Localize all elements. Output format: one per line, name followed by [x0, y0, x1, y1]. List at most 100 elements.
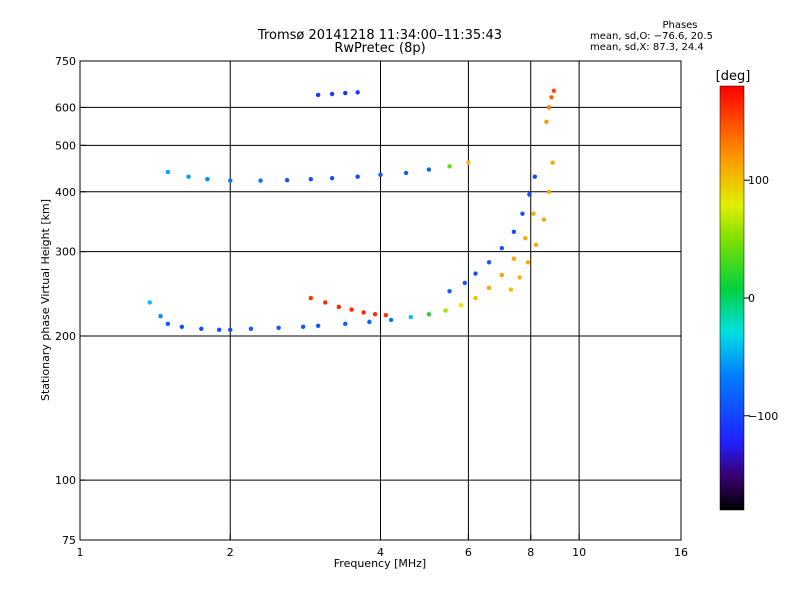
- data-point: [544, 119, 549, 124]
- data-point: [550, 160, 555, 165]
- colorbar-unit-label: [deg]: [716, 69, 751, 84]
- data-point: [315, 92, 321, 98]
- data-point: [343, 321, 348, 327]
- data-point: [499, 272, 505, 278]
- data-point: [300, 324, 306, 330]
- data-point: [551, 88, 557, 93]
- x-tick-label: 2: [227, 546, 234, 559]
- data-point: [367, 319, 372, 325]
- data-point: [462, 280, 467, 286]
- y-axis-label: Stationary phase Virtual Height [km]: [39, 199, 52, 401]
- data-point: [533, 242, 539, 247]
- chart-title: Tromsø 20141218 11:34:00–11:35:43: [257, 28, 503, 43]
- colorbar-tick-label: 100: [748, 174, 769, 187]
- data-point: [248, 326, 254, 332]
- data-point: [511, 256, 517, 261]
- data-point: [426, 167, 432, 172]
- data-point: [486, 260, 492, 265]
- data-point: [179, 324, 185, 330]
- data-point: [284, 177, 290, 183]
- data-point: [517, 275, 522, 280]
- y-tick-label: 75: [62, 534, 76, 547]
- data-point: [308, 176, 313, 182]
- phases-label: Phases: [662, 20, 698, 31]
- chart-subtitle: RwPretec (8p): [334, 41, 426, 56]
- x-tick-label: 6: [465, 546, 472, 559]
- y-tick-label: 100: [55, 474, 76, 487]
- x-tick-label: 10: [572, 546, 586, 559]
- data-point: [546, 105, 552, 110]
- data-point: [329, 175, 335, 181]
- data-point: [499, 245, 505, 251]
- y-tick-label: 200: [55, 330, 76, 343]
- data-point: [443, 308, 448, 313]
- x-tick-label: 8: [527, 546, 534, 559]
- data-point: [355, 174, 360, 179]
- data-points: [147, 88, 557, 333]
- x-axis-label: Frequency [MHz]: [334, 557, 426, 570]
- axis-ticks: 1 2 4 6 8 10 16 75 100 200 300 400 500 600 750: [55, 55, 688, 559]
- x-tick-label: 16: [674, 546, 688, 559]
- phases-o-line: mean, sd,O: −76.6, 20.5: [590, 31, 713, 42]
- data-point: [228, 178, 233, 183]
- data-point: [158, 313, 163, 319]
- x-tick-label: 1: [77, 546, 84, 559]
- data-point: [527, 192, 532, 197]
- data-point: [532, 174, 537, 179]
- colorbar-tick-label: −100: [748, 410, 778, 423]
- data-point: [383, 312, 389, 318]
- data-point: [205, 176, 210, 182]
- data-point: [186, 174, 191, 179]
- data-point: [408, 314, 413, 320]
- data-point: [447, 289, 452, 294]
- data-point: [403, 170, 409, 176]
- data-point: [165, 321, 171, 327]
- data-point: [165, 169, 171, 175]
- data-point: [372, 312, 378, 317]
- data-point: [473, 295, 478, 301]
- data-point: [458, 302, 464, 308]
- data-point: [361, 310, 366, 315]
- data-point: [308, 295, 313, 301]
- x-tick-label: 4: [377, 546, 384, 559]
- phases-summary: Phases mean, sd,O: −76.6, 20.5 mean, sd,…: [590, 20, 740, 53]
- data-point: [329, 91, 335, 97]
- data-point: [523, 235, 528, 241]
- data-point: [199, 326, 204, 332]
- data-point: [258, 178, 263, 183]
- y-tick-label: 600: [55, 101, 76, 114]
- colorbar-ticks: 100 0 −100: [744, 174, 778, 423]
- data-point: [531, 211, 536, 216]
- data-point: [466, 160, 471, 165]
- data-point: [520, 211, 525, 216]
- data-point: [276, 325, 281, 331]
- data-point: [355, 90, 360, 95]
- data-point: [549, 95, 554, 100]
- y-tick-label: 750: [55, 55, 76, 68]
- y-tick-label: 500: [55, 139, 76, 152]
- data-point: [541, 217, 547, 222]
- data-point: [447, 164, 452, 169]
- data-point: [323, 300, 328, 305]
- data-point: [336, 304, 342, 310]
- data-point: [343, 90, 348, 96]
- phases-x-line: mean, sd,X: 87.3, 24.4: [590, 42, 704, 53]
- data-point: [378, 172, 383, 177]
- data-point: [349, 307, 354, 312]
- data-point: [525, 260, 531, 265]
- data-point: [546, 189, 552, 194]
- data-point: [473, 271, 478, 276]
- grid-lines: [80, 61, 681, 540]
- data-point: [228, 327, 233, 333]
- data-point: [508, 287, 514, 292]
- y-tick-label: 300: [55, 246, 76, 259]
- data-point: [388, 317, 394, 323]
- data-point: [486, 285, 492, 291]
- colorbar-tick-label: 0: [748, 292, 755, 305]
- data-point: [511, 229, 517, 234]
- data-point: [216, 327, 222, 333]
- data-point: [315, 323, 321, 329]
- y-tick-label: 400: [55, 186, 76, 199]
- data-point: [426, 312, 432, 317]
